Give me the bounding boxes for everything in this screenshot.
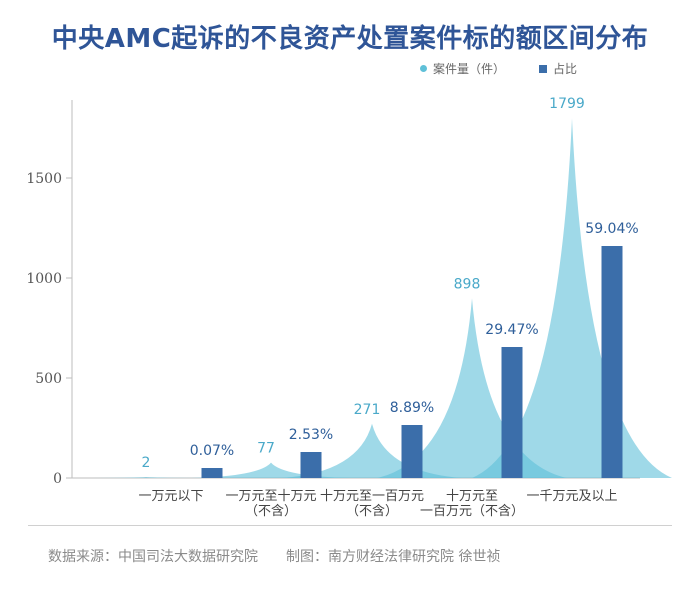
legend-share-marker — [539, 64, 548, 73]
count-value-label: 271 — [354, 402, 381, 418]
x-category-label: （不含） — [245, 503, 297, 519]
count-spike — [282, 423, 462, 478]
chart-title: 中央AMC起诉的不良资产处置案件标的额区间分布 — [51, 24, 649, 54]
legend-count-marker — [420, 65, 427, 72]
y-tick-label: 500 — [35, 371, 62, 387]
x-category-label: 十万元至 — [446, 489, 498, 504]
legend-item-share: 占比 — [539, 60, 577, 77]
count-value-label: 2 — [142, 455, 151, 471]
x-category-label: 十万元至一百万元 — [320, 489, 424, 504]
share-value-label: 2.53% — [289, 427, 333, 443]
count-value-label: 898 — [454, 276, 481, 292]
y-tick-label: 1500 — [26, 171, 62, 187]
share-bar — [501, 347, 523, 478]
count-spike — [377, 298, 567, 478]
legend-share-label: 占比 — [553, 62, 578, 76]
count-value-label: 77 — [257, 441, 275, 457]
share-value-label: 29.47% — [485, 322, 538, 338]
count-spike — [472, 118, 672, 478]
footer: 数据来源：中国司法大数据研究院 制图：南方财经法律研究院 徐世祯 — [48, 546, 500, 566]
share-bar — [401, 425, 423, 478]
count-value-label: 1799 — [549, 96, 585, 112]
x-category-label: 一百万元（不含） — [420, 503, 524, 519]
x-category-label: 一万元至十万元 — [225, 489, 316, 504]
x-category-label: 一万元以下 — [138, 489, 203, 504]
footer-divider — [28, 525, 672, 526]
share-value-label: 0.07% — [190, 443, 234, 459]
legend-count-label: 案件量（件） — [433, 62, 506, 76]
y-tick-label: 1000 — [26, 271, 62, 287]
count-spike — [76, 477, 216, 478]
legend: 案件量（件） 占比 — [420, 60, 577, 77]
share-bar — [201, 468, 223, 478]
count-spike — [191, 462, 351, 478]
share-bar — [300, 452, 322, 478]
share-value-label: 59.04% — [585, 221, 638, 237]
share-bar — [601, 246, 623, 478]
credit-note: 制图：南方财经法律研究院 徐世祯 — [286, 549, 501, 565]
x-category-label: 一千万元及以上 — [526, 489, 617, 504]
y-tick-label: 0 — [53, 471, 62, 487]
legend-item-count: 案件量（件） — [420, 60, 505, 77]
source-note: 数据来源：中国司法大数据研究院 — [48, 549, 258, 565]
x-category-label: （不含） — [346, 503, 398, 519]
share-value-label: 8.89% — [390, 400, 434, 416]
